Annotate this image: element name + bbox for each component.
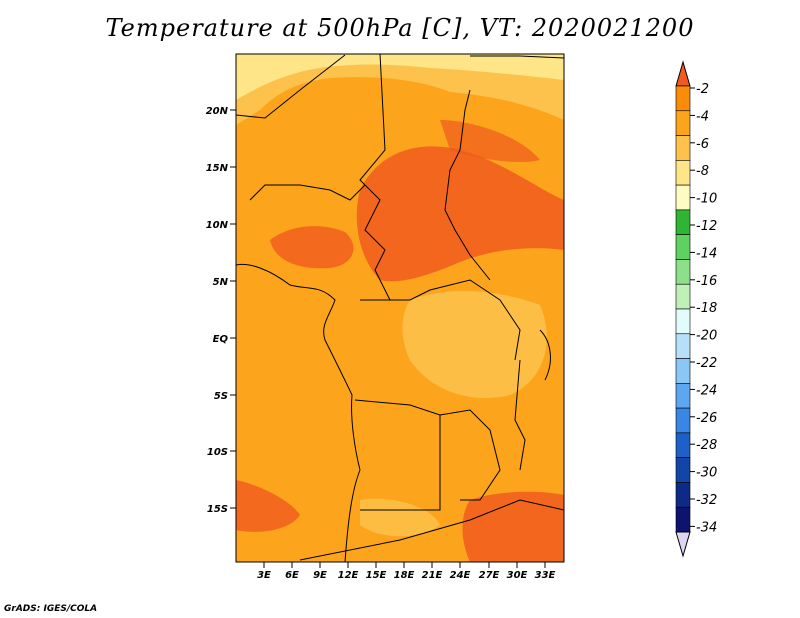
colorbar-label: -26 — [696, 411, 717, 426]
lon-label-12e: 12E — [338, 570, 359, 581]
colorbar-swatch — [675, 407, 691, 434]
colorbar-swatch — [675, 110, 691, 136]
map-frame — [235, 53, 565, 563]
colorbar-label: -24 — [696, 383, 717, 398]
colorbar-label: -18 — [696, 301, 717, 316]
lon-label-21e: 21E — [422, 570, 443, 581]
colorbar-bottom-triangle — [675, 531, 691, 558]
colorbar-swatch — [675, 160, 691, 186]
colorbar-label: -32 — [696, 493, 717, 508]
colorbar-swatch — [675, 482, 691, 508]
lat-label-10s: 10S — [207, 447, 228, 458]
colorbar-swatch — [675, 358, 691, 384]
lon-label-27e: 27E — [479, 570, 500, 581]
colorbar-label: -2 — [696, 82, 709, 97]
colorbar-swatch — [675, 85, 691, 112]
country-borders — [236, 54, 564, 562]
colorbar-label: -22 — [696, 356, 717, 371]
lat-label-15s: 15S — [207, 504, 228, 515]
lat-label-10n: 10N — [206, 220, 229, 231]
colorbar-label: -34 — [696, 520, 717, 535]
lon-label-30e: 30E — [507, 570, 528, 581]
lat-label-15n: 15N — [206, 163, 229, 174]
lon-label-18e: 18E — [394, 570, 415, 581]
colorbar-label: -6 — [696, 137, 709, 152]
colorbar-label: -10 — [696, 192, 717, 207]
colorbar-swatch — [675, 259, 691, 285]
colorbar-label: -30 — [696, 466, 717, 481]
colorbar-swatch — [675, 432, 691, 458]
colorbar-swatch — [675, 383, 691, 409]
lon-label-24e: 24E — [450, 570, 471, 581]
colorbar-swatch — [675, 135, 691, 161]
colorbar-swatch — [675, 234, 691, 260]
credit-text: GrADS: IGES/COLA — [4, 604, 98, 614]
lon-label-15e: 15E — [366, 570, 387, 581]
colorbar-label: -12 — [696, 219, 717, 234]
colorbar-label: -8 — [696, 164, 709, 179]
colorbar-swatch — [675, 333, 691, 359]
lat-axis: 20N 15N 10N 5N EQ 5S 10S 15S — [206, 106, 236, 515]
lon-axis: 3E 6E 9E 12E 15E 18E 21E 24E 27E 30E 33E — [257, 562, 556, 581]
colorbar-swatch — [675, 457, 691, 483]
colorbar-swatch — [675, 209, 691, 235]
colorbar-label: -16 — [696, 274, 717, 289]
lon-label-9e: 9E — [313, 570, 327, 581]
colorbar-swatch — [675, 184, 691, 211]
map-title: Temperature at 500hPa [C], VT: 202002120… — [105, 14, 695, 42]
lat-label-20n: 20N — [206, 106, 229, 117]
temperature-field — [236, 54, 564, 562]
colorbar-swatch — [675, 283, 691, 310]
lat-label-5n: 5N — [213, 277, 229, 288]
lon-label-3e: 3E — [257, 570, 271, 581]
lon-label-6e: 6E — [285, 570, 299, 581]
lat-label-eq: EQ — [213, 334, 229, 345]
lat-label-5s: 5S — [214, 391, 228, 402]
colorbar-top-triangle — [675, 60, 691, 87]
colorbar-label: -4 — [696, 109, 709, 124]
colorbar-label: -28 — [696, 438, 717, 453]
colorbar-swatch — [675, 506, 691, 533]
colorbar-label: -20 — [696, 329, 717, 344]
lon-label-33e: 33E — [535, 570, 556, 581]
colorbar-swatch — [675, 308, 691, 335]
colorbar-label: -14 — [696, 246, 717, 261]
colorbar: -2 -4 -6 -8 -10 -12 -14 -16 -18 -20 -22 -24 -26 -28 -3… — [675, 60, 717, 558]
